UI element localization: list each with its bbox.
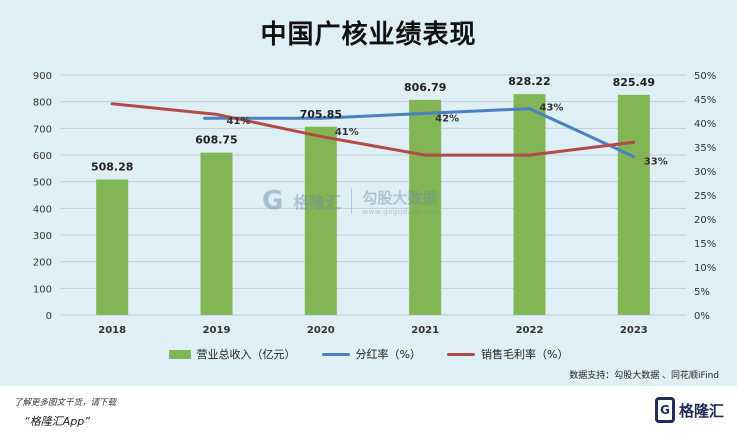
bar-revenue bbox=[513, 94, 546, 316]
legend-label-dividend: 分红率（%） bbox=[355, 348, 421, 361]
bar-revenue bbox=[200, 152, 233, 315]
brand-name: 格隆汇 bbox=[679, 401, 725, 420]
bar-revenue bbox=[409, 99, 442, 315]
watermark-logo-icon: G bbox=[262, 186, 284, 216]
brand-g-icon: G bbox=[655, 397, 675, 423]
x-tick-label: 2021 bbox=[411, 325, 439, 336]
y-right-tick-label: 15% bbox=[694, 239, 716, 250]
bar-value-label: 825.49 bbox=[613, 76, 655, 89]
y-left-tick-label: 100 bbox=[33, 284, 52, 295]
x-tick-label: 2023 bbox=[620, 325, 648, 336]
y-right-tick-label: 25% bbox=[694, 191, 716, 202]
y-left-tick-label: 900 bbox=[33, 71, 52, 82]
x-tick-label: 2019 bbox=[203, 325, 231, 336]
watermark: G 格隆汇 勾股大数据 www.gogudata.com bbox=[262, 186, 440, 216]
y-right-tick-label: 35% bbox=[694, 143, 716, 154]
chart-canvas: 0 100 200 300 400 500 600 700 800 900 0% 5% 10% 15% 20… bbox=[33, 71, 716, 336]
bar-value-label: 705.85 bbox=[300, 108, 342, 121]
watermark-separator bbox=[351, 188, 353, 214]
brand-logo: G 格隆汇 bbox=[655, 397, 724, 423]
footer-note: 了解更多图文干货，请下载 bbox=[14, 398, 117, 408]
y-left-tick-label: 500 bbox=[33, 178, 52, 189]
y-right-tick-label: 5% bbox=[694, 287, 710, 298]
y-left-tick-label: 400 bbox=[33, 204, 52, 215]
x-tick-label: 2020 bbox=[307, 325, 335, 336]
legend-swatch-dividend bbox=[321, 352, 350, 356]
y-right-tick-label: 10% bbox=[694, 263, 716, 274]
legend-label-revenue: 营业总收入（亿元） bbox=[196, 348, 296, 361]
watermark-right: 勾股大数据 www.gogudata.com bbox=[362, 187, 439, 216]
watermark-name: 格隆汇 bbox=[293, 193, 342, 212]
data-source: 数据支持：勾股大数据 、同花顺iFind bbox=[569, 371, 719, 381]
line-dividend-rate bbox=[203, 107, 636, 159]
y-left-tick-label: 600 bbox=[33, 151, 52, 162]
bar-revenue bbox=[96, 179, 129, 315]
y-right-tick-label: 40% bbox=[694, 119, 716, 130]
legend-label-margin: 销售毛利率（%） bbox=[481, 348, 569, 361]
legend-item-revenue: 营业总收入（亿元） bbox=[168, 346, 296, 362]
legend-swatch-margin bbox=[447, 352, 475, 356]
y-right-tick-label: 30% bbox=[694, 167, 716, 178]
y-left-tick-label: 700 bbox=[33, 124, 52, 135]
footer-app-name: “格隆汇App” bbox=[24, 415, 90, 428]
bar-revenue bbox=[304, 126, 337, 315]
watermark-title: 勾股大数据 bbox=[362, 188, 438, 207]
bar-revenue bbox=[617, 94, 650, 316]
bar-value-label: 608.75 bbox=[195, 134, 237, 147]
y-right-tick-label: 50% bbox=[694, 71, 716, 82]
y-left-tick-label: 800 bbox=[33, 98, 52, 109]
x-tick-label: 2018 bbox=[98, 325, 126, 336]
watermark-url: www.gogudata.com bbox=[362, 207, 440, 216]
y-left-tick-label: 0 bbox=[46, 311, 52, 322]
bar-value-label: 828.22 bbox=[508, 75, 550, 88]
x-tick-label: 2022 bbox=[516, 325, 544, 336]
dividend-rate-label: 33% bbox=[644, 157, 668, 168]
chart-legend: 营业总收入（亿元） 分红率（%） 销售毛利率（%） bbox=[0, 346, 737, 362]
y-right-tick-label: 20% bbox=[694, 215, 716, 226]
bar-value-label: 508.28 bbox=[91, 160, 133, 173]
dividend-rate-label: 41% bbox=[227, 116, 251, 127]
dividend-rate-label: 42% bbox=[435, 113, 459, 124]
y-right-tick-label: 0% bbox=[694, 311, 710, 322]
dividend-rate-label: 41% bbox=[335, 127, 359, 138]
y-left-tick-label: 300 bbox=[33, 231, 52, 242]
dividend-rate-label: 43% bbox=[540, 103, 564, 114]
legend-item-margin: 销售毛利率（%） bbox=[447, 346, 568, 362]
y-left-tick-label: 200 bbox=[33, 258, 52, 269]
y-right-tick-label: 45% bbox=[694, 95, 716, 106]
legend-swatch-revenue bbox=[168, 349, 191, 359]
line-gross-margin bbox=[110, 102, 636, 157]
chart-title: 中国广核业绩表现 bbox=[260, 20, 477, 50]
legend-item-dividend: 分红率（%） bbox=[321, 346, 421, 362]
bar-value-label: 806.79 bbox=[404, 81, 446, 94]
